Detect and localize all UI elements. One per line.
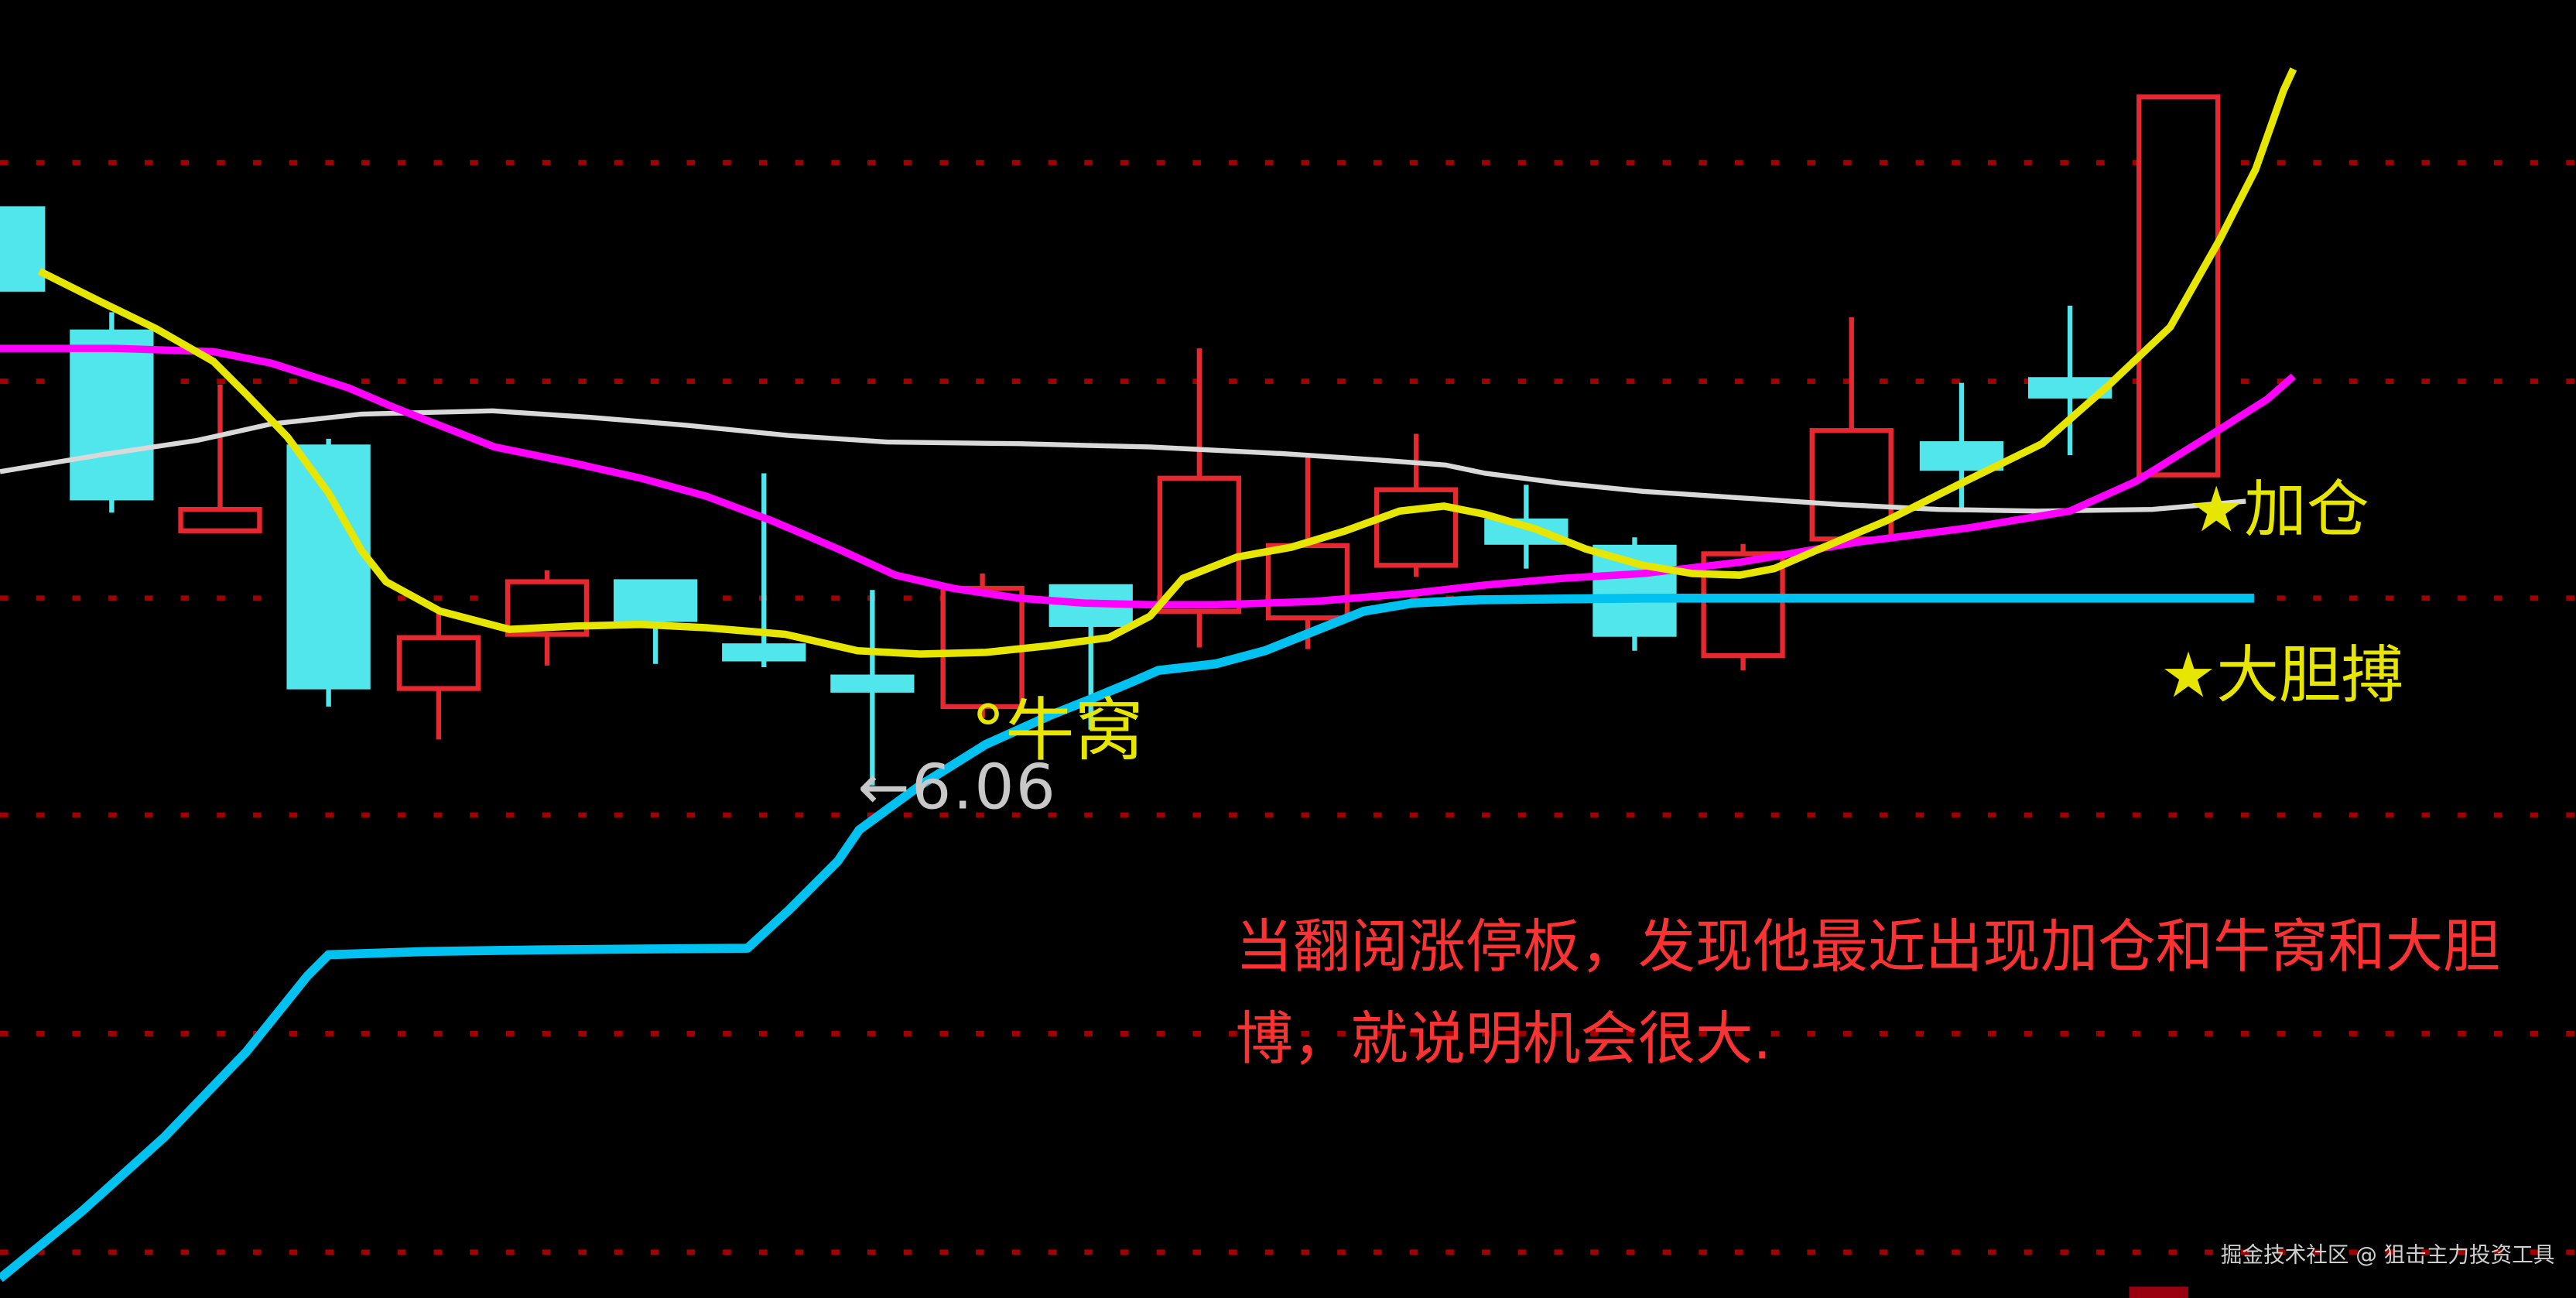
bottom-edge-red-shape (2129, 1286, 2188, 1298)
candle-down (1919, 382, 2004, 510)
candle-up (1809, 317, 1894, 542)
ma-line-magenta (0, 344, 2296, 609)
candle-down (0, 206, 46, 292)
price-marker-6.06: ←6.06 (857, 751, 1058, 824)
analysis-note-line2: 博，就说明机会很大. (1235, 1007, 1772, 1074)
watermark: 掘金技术社区 @ 狙击主力投资工具 (2220, 1244, 2555, 1269)
candle-down (2027, 305, 2112, 456)
analysis-note-line1: 当翻阅涨停板，发现他最近出现加仓和牛窝和大胆 (1235, 915, 2501, 981)
candle-down (830, 590, 915, 786)
candle-up (396, 612, 481, 740)
candle-up (1374, 433, 1459, 577)
candle-up (505, 570, 590, 666)
niuwo-signal-label: °牛窝 (970, 690, 1144, 771)
candle-down (70, 312, 154, 513)
candle-up (2136, 94, 2221, 478)
candle-down (286, 438, 371, 707)
ma-line-white (0, 408, 2246, 514)
candle-up (1265, 455, 1350, 649)
analysis-note: 当翻阅涨停板，发现他最近出现加仓和牛窝和大胆 博，就说明机会很大. (1236, 902, 2501, 1087)
dadanbo-signal-label: ★大胆搏 (2160, 639, 2404, 712)
trend-line-cyan (0, 593, 2254, 1283)
ma-line-yellow (37, 67, 2297, 658)
jiacang-signal-label: ★加仓 (2188, 473, 2369, 546)
candle-up (178, 384, 262, 533)
